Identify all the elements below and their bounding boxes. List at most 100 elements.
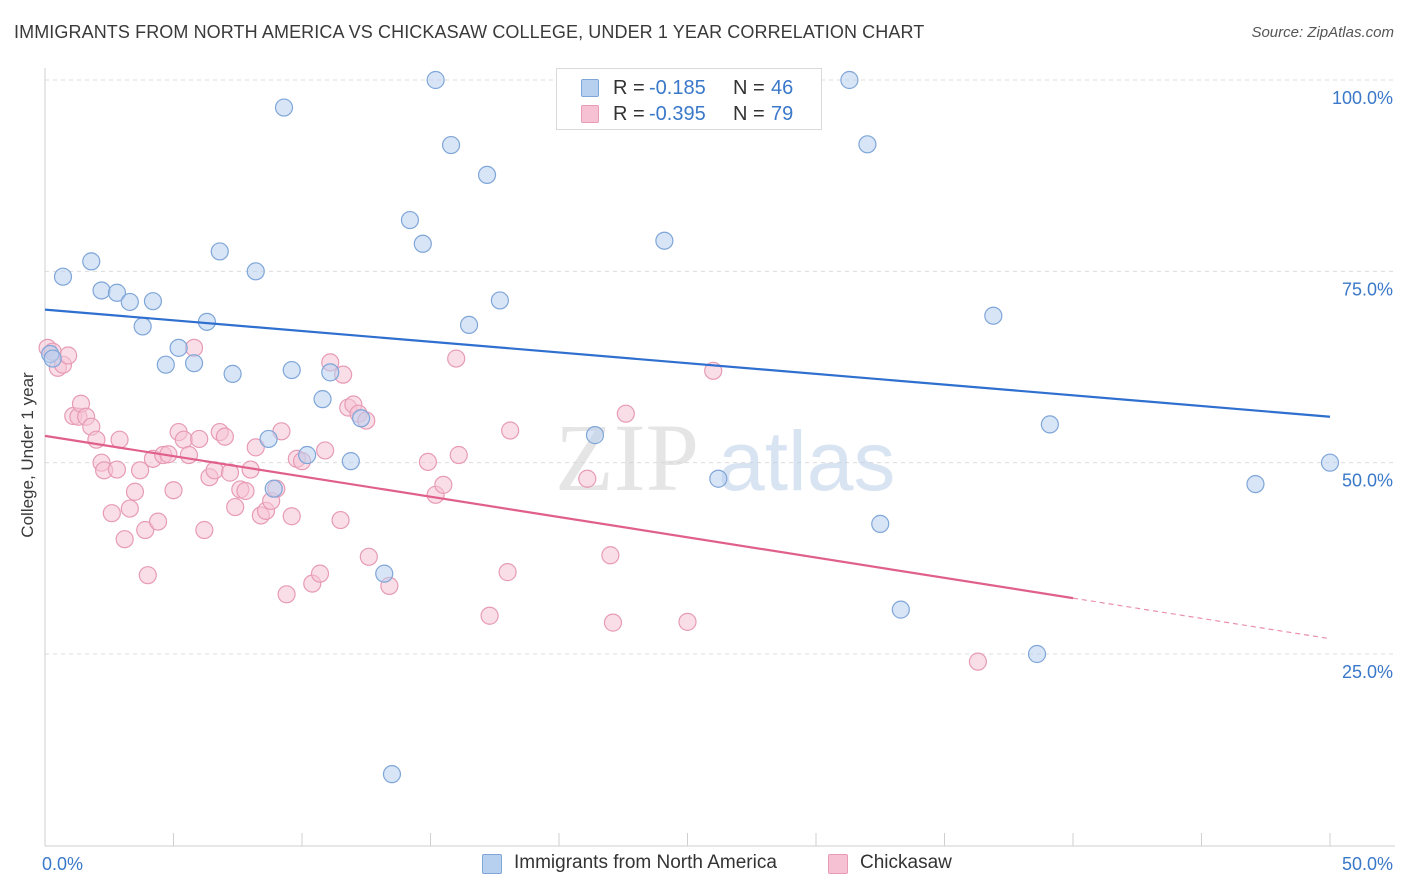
immigrants-point [313,390,332,409]
immigrants-point [1027,644,1047,664]
immigrants-point [133,317,152,336]
legend-swatch-pink [581,105,599,123]
immigrants-point [871,514,890,533]
chickasaw-point [678,612,697,631]
immigrants-point [169,338,188,357]
immigrants-point [441,135,461,155]
chickasaw-point [164,481,183,500]
immigrants-point [210,242,229,261]
immigrants-point [107,283,127,302]
chickasaw-point [174,430,193,449]
immigrants-point [184,354,204,373]
chickasaw-point [282,507,301,526]
immigrants-point [1040,415,1059,434]
legend-r-label: R = [613,103,645,125]
chickasaw-point [968,652,988,671]
immigrants-point [53,267,73,286]
chickasaw-point [359,547,378,566]
axes [44,68,1395,847]
chickasaw-point [498,563,517,582]
chickasaw-point [449,445,468,465]
legend-n-value: 46 [771,77,794,99]
immigrants-point [858,135,877,154]
immigrants-point [426,70,445,90]
immigrants-point [246,262,265,281]
chickasaw-point [601,546,620,565]
chickasaw-point [107,460,127,479]
immigrants-point [43,349,62,368]
y-axis-label: College, Under 1 year [18,372,37,538]
chart-title: IMMIGRANTS FROM NORTH AMERICA VS CHICKAS… [14,22,925,42]
watermark: ZIP atlas [555,404,895,511]
chickasaw-point [277,585,296,604]
chickasaw-point [138,566,157,585]
chickasaw-point [115,530,134,549]
immigrants-point [655,231,674,250]
immigrants-point [400,210,420,230]
watermark-atlas: atlas [718,414,895,508]
chickasaw-point [179,445,199,465]
immigrants-point [120,292,139,312]
chickasaw-point [616,404,635,423]
immigrants-point [840,70,859,90]
chickasaw-point [215,427,234,446]
legend-r-label: R = [613,77,645,99]
chickasaw-point [136,520,155,540]
chickasaw-point [310,564,330,583]
chickasaw-point [246,438,265,457]
chickasaw-point [226,497,245,517]
y-tick-label: 75.0% [1342,279,1393,299]
immigrants-points [41,70,1340,784]
correlation-legend: R = -0.185 N = 46 R = -0.395 N = 79 [556,68,822,130]
legend-r-value: -0.395 [649,103,706,125]
immigrants-point [143,292,163,311]
chickasaw-trend-extension [1072,597,1331,640]
immigrants-point [274,98,294,117]
chickasaw-point [501,421,520,440]
bottom-legend-swatch-blue [482,854,502,874]
immigrants-point [891,600,910,619]
immigrants-point [375,564,394,583]
legend-r-value: -0.185 [649,77,706,99]
chickasaw-point [447,349,466,368]
y-tick-label: 50.0% [1342,471,1393,491]
immigrants-point [1246,474,1265,494]
immigrants-point [82,252,101,271]
immigrants-point [259,429,278,449]
immigrants-point [282,360,301,380]
immigrants-point [413,234,432,253]
chickasaw-point [184,338,204,357]
immigrants-point [264,479,283,498]
x-tick-label: 50.0% [1342,854,1393,874]
chickasaw-point [578,469,597,488]
x-tick-labels: 0.0% 50.0% [42,854,1393,874]
immigrants-point [490,291,509,310]
bottom-legend-label: Immigrants from North America [514,852,777,873]
chickasaw-point [195,520,214,540]
immigrants-point [92,281,111,300]
immigrants-point [1320,453,1340,472]
chickasaw-point [120,499,139,518]
immigrants-point [321,363,340,382]
chickasaw-point [148,512,168,531]
chickasaw-point [236,481,255,501]
bottom-legend-swatch-pink [828,854,848,874]
immigrants-point [223,364,242,383]
y-tick-label: 25.0% [1342,662,1393,682]
chickasaw-point [603,613,623,632]
chickasaw-point [434,475,453,494]
legend-n-value: 79 [771,103,794,125]
chickasaw-point [130,461,150,480]
immigrants-point [459,315,479,335]
chickasaw-point [480,606,499,625]
chickasaw-trend-line [44,434,1074,600]
immigrants-point [477,165,497,185]
chickasaw-point [59,346,78,365]
y-tick-label: 100.0% [1332,88,1393,108]
immigrants-point [341,452,360,471]
chickasaw-point [316,441,335,460]
chickasaw-points [38,338,988,671]
immigrants-point [156,355,175,374]
immigrants-point [709,469,728,488]
